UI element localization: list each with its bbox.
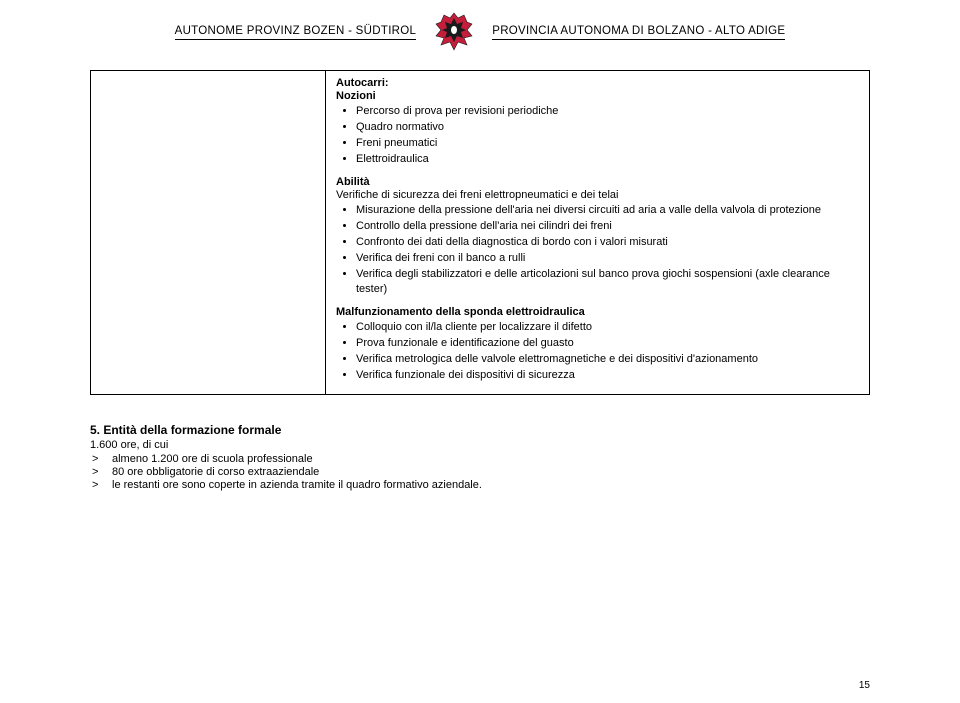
footer-list: > almeno 1.200 ore di scuola professional… xyxy=(92,453,870,491)
list-item: Controllo della pressione dell'aria nei … xyxy=(356,219,859,234)
footer-item: >80 ore obbligatorie di corso extraazien… xyxy=(92,466,870,478)
list-item: Prova funzionale e identificazione del g… xyxy=(356,336,859,351)
abilita-title: Abilità xyxy=(336,176,859,188)
malfunzionamento-title: Malfunzionamento della sponda elettroidr… xyxy=(336,306,859,318)
emblem-icon xyxy=(434,10,474,54)
footer-heading: 5. Entità della formazione formale xyxy=(90,423,870,437)
nozioni-title: Nozioni xyxy=(336,90,859,102)
footer-section: 5. Entità della formazione formale 1.600… xyxy=(90,423,870,491)
list-item: Verifica funzionale dei dispositivi di s… xyxy=(356,368,859,383)
chevron-right-icon: > xyxy=(92,479,102,491)
page-number: 15 xyxy=(859,680,870,691)
autocarri-title: Autocarri: xyxy=(336,77,859,89)
content-table: Autocarri: Nozioni Percorso di prova per… xyxy=(90,70,870,395)
list-item: Confronto dei dati della diagnostica di … xyxy=(356,235,859,250)
footer-item: > le restanti ore sono coperte in azienda… xyxy=(92,479,870,491)
list-item: Elettroidraulica xyxy=(356,152,859,167)
list-item: Percorso di prova per revisioni periodic… xyxy=(356,104,859,119)
chevron-right-icon: > xyxy=(92,453,102,465)
header-left-text: AUTONOME PROVINZ BOZEN - SÜDTIROL xyxy=(175,25,417,40)
list-item: Colloquio con il/la cliente per localizz… xyxy=(356,320,859,335)
abilita-list: Misurazione della pressione dell'aria ne… xyxy=(336,203,859,296)
nozioni-list: Percorso di prova per revisioni periodic… xyxy=(336,104,859,166)
footer-item: > almeno 1.200 ore di scuola professional… xyxy=(92,453,870,465)
footer-intro: 1.600 ore, di cui xyxy=(90,439,870,451)
list-item: Verifica metrologica delle valvole elett… xyxy=(356,352,859,367)
list-item: Freni pneumatici xyxy=(356,136,859,151)
list-item: Verifica degli stabilizzatori e delle ar… xyxy=(356,267,859,297)
footer-item-text: 80 ore obbligatorie di corso extraaziend… xyxy=(112,466,319,478)
footer-item-text: le restanti ore sono coperte in azienda … xyxy=(112,479,482,491)
list-item: Verifica dei freni con il banco a rulli xyxy=(356,251,859,266)
footer-item-text: almeno 1.200 ore di scuola professionale xyxy=(112,453,313,465)
table-right-cell: Autocarri: Nozioni Percorso di prova per… xyxy=(326,71,870,395)
malfunzionamento-list: Colloquio con il/la cliente per localizz… xyxy=(336,320,859,382)
abilita-subtitle: Verifiche di sicurezza dei freni elettro… xyxy=(336,189,859,201)
list-item: Misurazione della pressione dell'aria ne… xyxy=(356,203,859,218)
page-header: AUTONOME PROVINZ BOZEN - SÜDTIROL PROVIN… xyxy=(0,0,960,58)
table-left-cell xyxy=(91,71,326,395)
chevron-right-icon: > xyxy=(92,466,102,478)
list-item: Quadro normativo xyxy=(356,120,859,135)
header-right-text: PROVINCIA AUTONOMA DI BOLZANO - ALTO ADI… xyxy=(492,25,785,40)
